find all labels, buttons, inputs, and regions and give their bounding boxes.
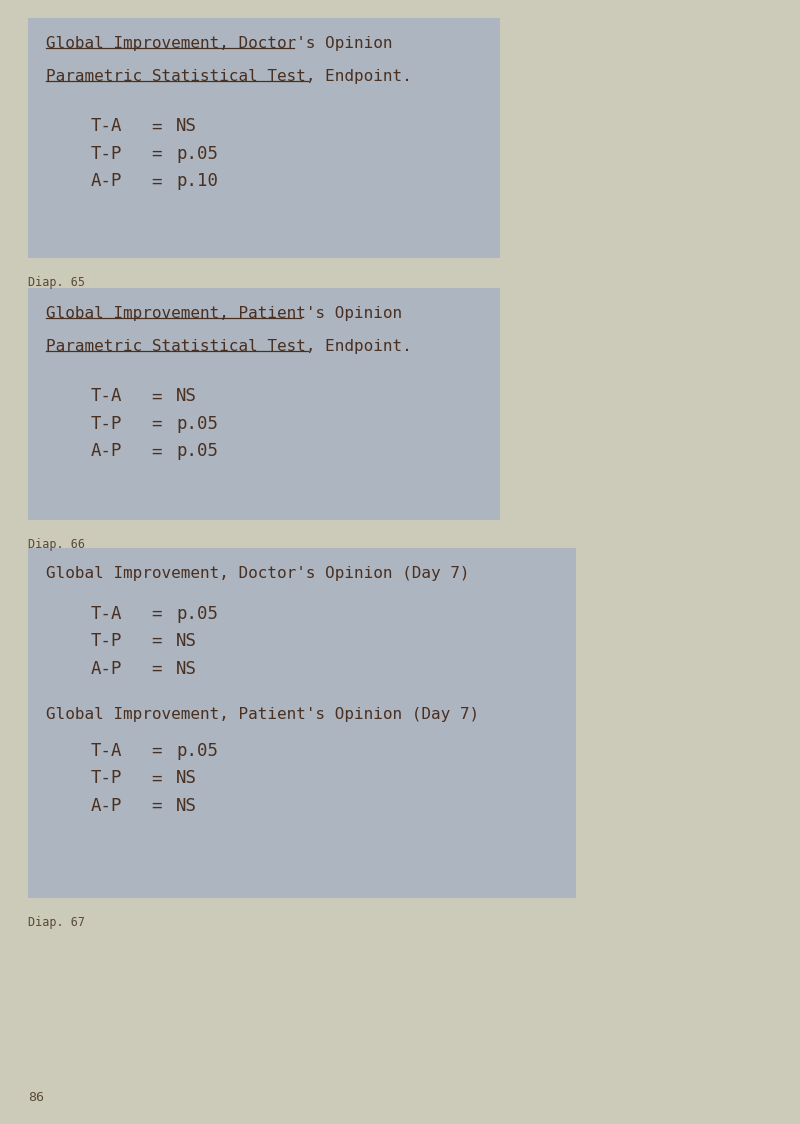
Text: p.05: p.05 <box>176 415 218 433</box>
Text: NS: NS <box>176 632 197 650</box>
Text: Parametric Statistical Test, Endpoint.: Parametric Statistical Test, Endpoint. <box>46 69 412 83</box>
Text: A-P: A-P <box>91 172 122 190</box>
Text: T-A: T-A <box>91 605 122 623</box>
Text: Global Improvement, Doctor's Opinion: Global Improvement, Doctor's Opinion <box>46 36 393 51</box>
Text: =: = <box>151 797 162 815</box>
Text: =: = <box>151 605 162 623</box>
Text: =: = <box>151 117 162 135</box>
Text: A-P: A-P <box>91 797 122 815</box>
Text: T-A: T-A <box>91 388 122 406</box>
Text: =: = <box>151 172 162 190</box>
Text: T-P: T-P <box>91 145 122 163</box>
Bar <box>28 288 500 520</box>
Text: Diap. 66: Diap. 66 <box>28 538 85 551</box>
Text: A-P: A-P <box>91 660 122 678</box>
Text: =: = <box>151 632 162 650</box>
Text: Diap. 67: Diap. 67 <box>28 916 85 930</box>
Text: NS: NS <box>176 770 197 788</box>
Text: NS: NS <box>176 117 197 135</box>
Text: p.05: p.05 <box>176 145 218 163</box>
Text: =: = <box>151 388 162 406</box>
Text: NS: NS <box>176 388 197 406</box>
Text: T-A: T-A <box>91 117 122 135</box>
Text: =: = <box>151 742 162 760</box>
Text: Parametric Statistical Test, Endpoint.: Parametric Statistical Test, Endpoint. <box>46 338 412 354</box>
Text: =: = <box>151 660 162 678</box>
Text: T-P: T-P <box>91 770 122 788</box>
Text: 86: 86 <box>28 1091 44 1104</box>
Text: Global Improvement, Patient's Opinion: Global Improvement, Patient's Opinion <box>46 306 402 321</box>
Text: =: = <box>151 770 162 788</box>
Text: NS: NS <box>176 797 197 815</box>
Text: p.05: p.05 <box>176 443 218 461</box>
Text: p.10: p.10 <box>176 172 218 190</box>
Text: =: = <box>151 145 162 163</box>
Text: p.05: p.05 <box>176 605 218 623</box>
Text: A-P: A-P <box>91 443 122 461</box>
Text: Global Improvement, Patient's Opinion (Day 7): Global Improvement, Patient's Opinion (D… <box>46 707 479 723</box>
Text: Global Improvement, Doctor's Opinion (Day 7): Global Improvement, Doctor's Opinion (Da… <box>46 566 470 581</box>
Text: T-P: T-P <box>91 632 122 650</box>
Bar <box>28 18 500 259</box>
Text: T-P: T-P <box>91 415 122 433</box>
Text: p.05: p.05 <box>176 742 218 760</box>
Text: =: = <box>151 415 162 433</box>
Text: NS: NS <box>176 660 197 678</box>
Text: Diap. 65: Diap. 65 <box>28 277 85 289</box>
Text: T-A: T-A <box>91 742 122 760</box>
Text: =: = <box>151 443 162 461</box>
Bar <box>28 549 576 898</box>
